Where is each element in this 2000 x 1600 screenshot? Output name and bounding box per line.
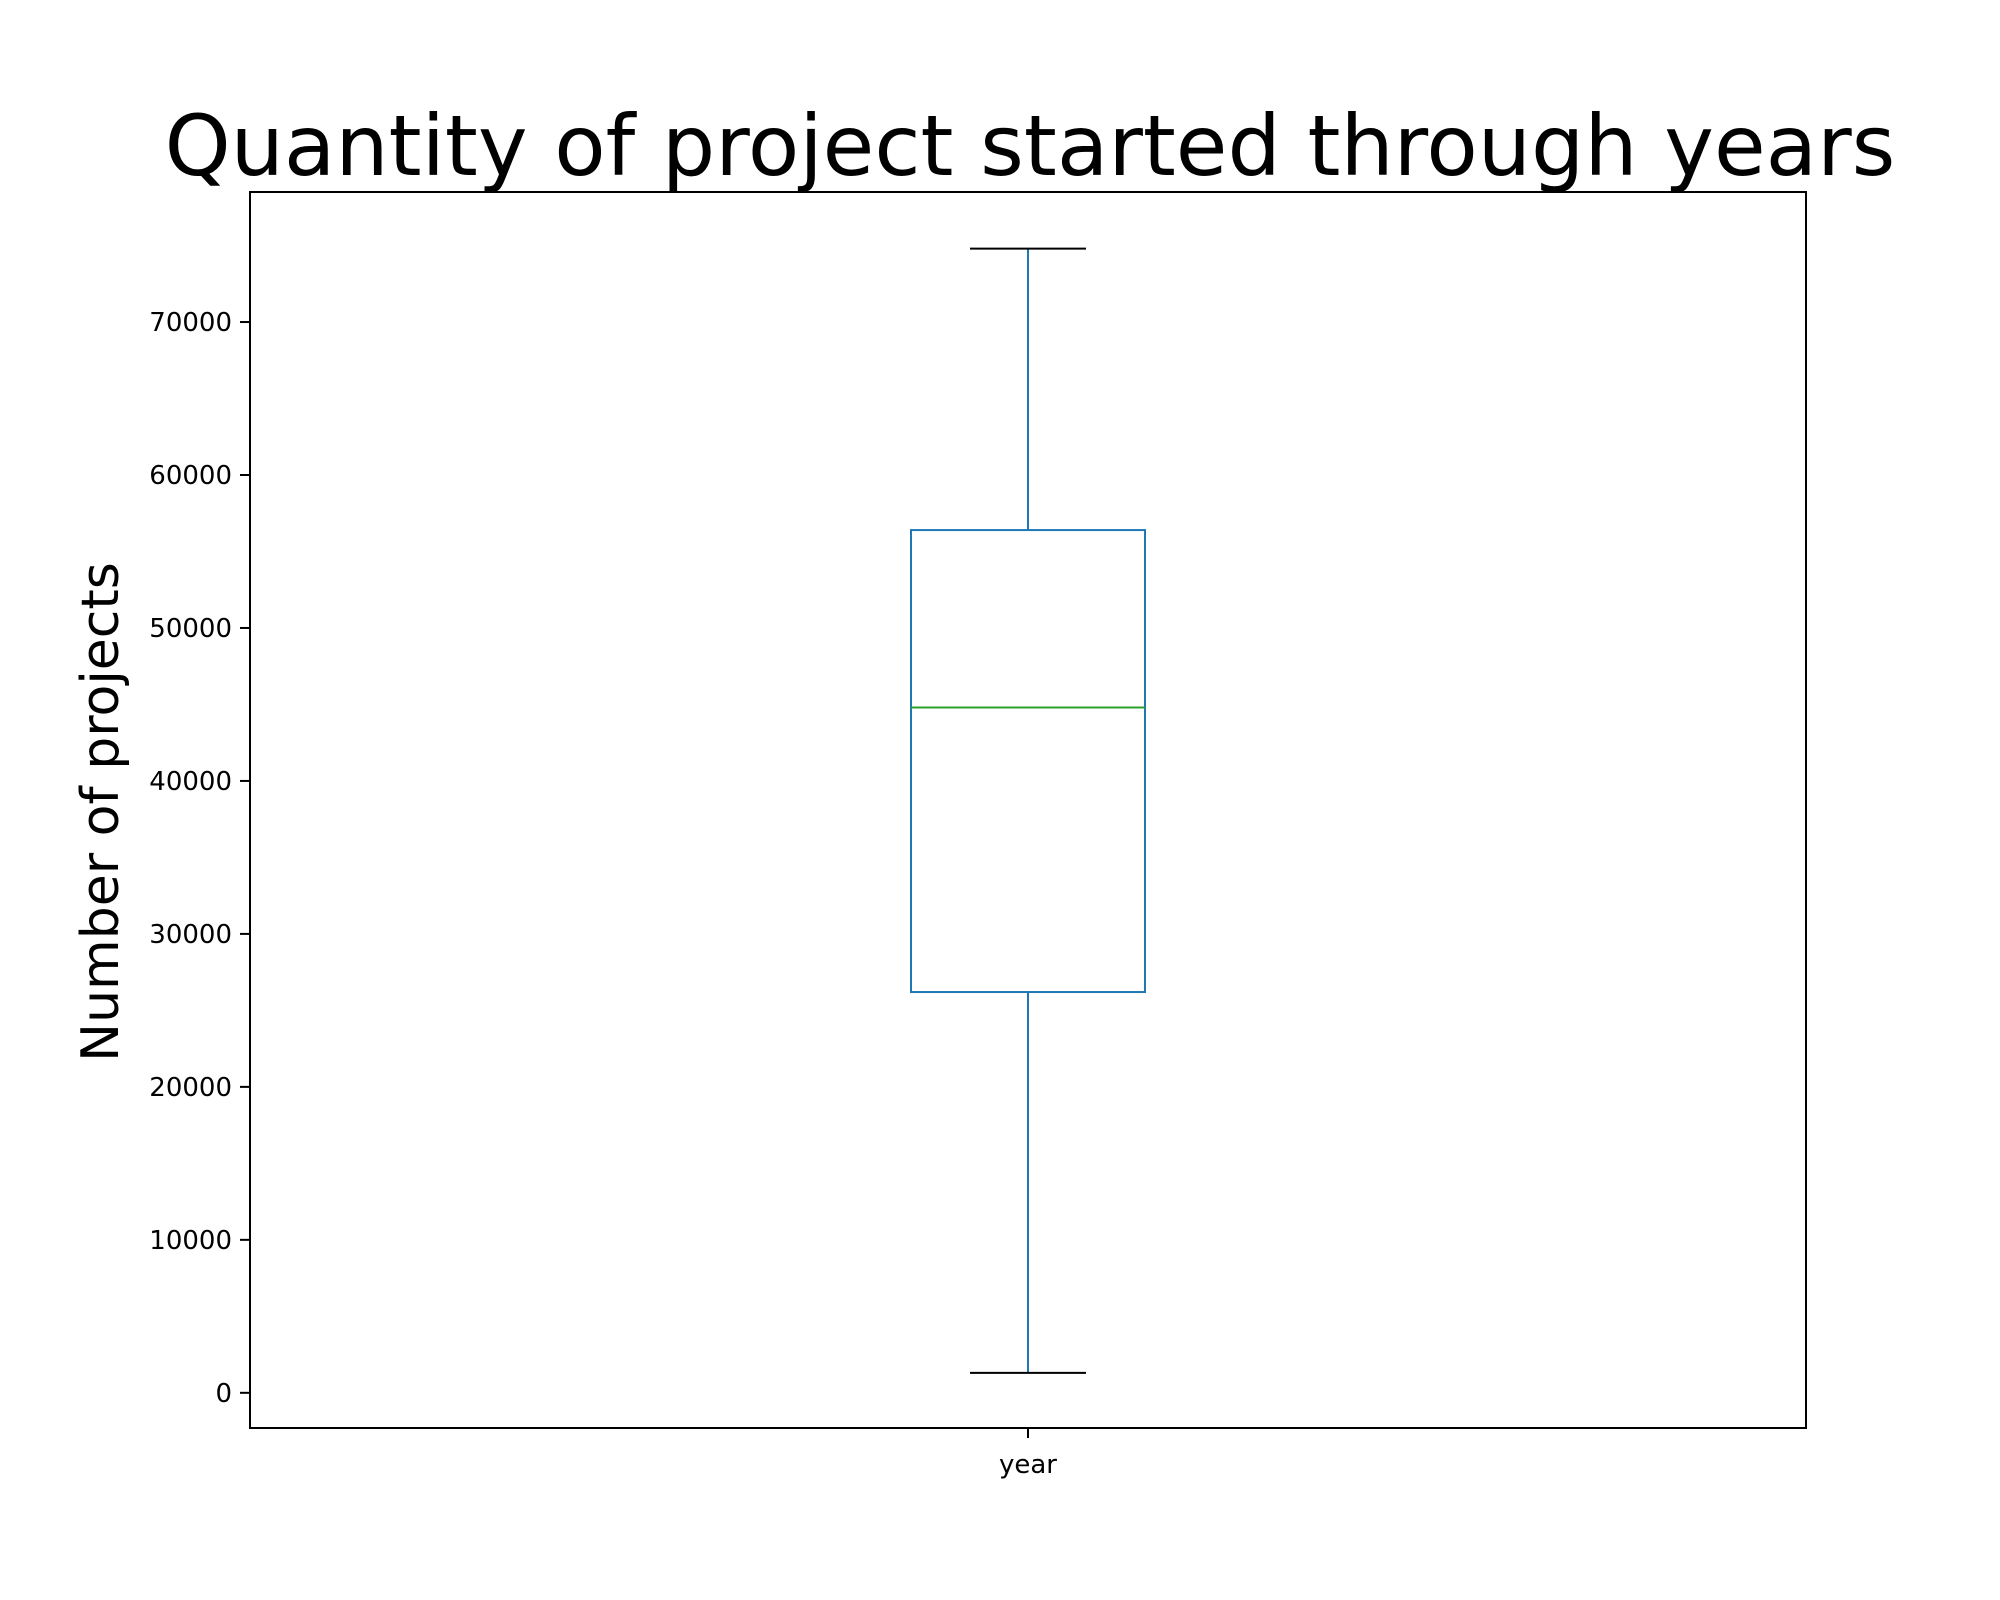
box-plot-elements (910, 247, 1146, 1374)
y-tick-label: 60000 (149, 461, 232, 491)
y-axis-ticks: 0 10000 20000 30000 40000 50000 60000 70000 (149, 308, 250, 1409)
y-tick-label: 30000 (149, 920, 232, 950)
interquartile-box (910, 529, 1146, 994)
y-tick-label: 40000 (149, 767, 232, 797)
plot-area-frame (249, 191, 1807, 1429)
x-axis-ticks: year (999, 1428, 1057, 1480)
y-axis-label: Number of projects (71, 562, 131, 1062)
y-tick-label: 50000 (149, 614, 232, 644)
y-tick-label: 70000 (149, 308, 232, 338)
y-tick-label: 0 (215, 1379, 232, 1409)
y-tick-label: 10000 (149, 1226, 232, 1256)
chart-title: Quantity of project started through year… (165, 97, 1896, 195)
y-tick-label: 20000 (149, 1073, 232, 1103)
x-tick-label: year (999, 1450, 1057, 1480)
